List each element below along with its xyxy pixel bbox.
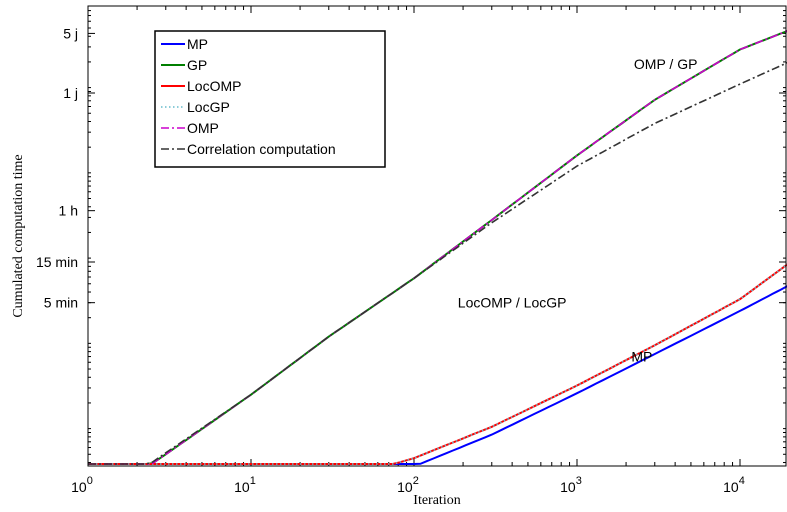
- x-tick-label: 101: [234, 475, 256, 495]
- y-tick-label: 15 min: [36, 254, 78, 270]
- x-axis-label: Iteration: [413, 493, 460, 508]
- annotations: OMP / GP LocOMP / LocGP MP: [458, 56, 698, 365]
- y-axis-label: Cumulated computation time: [11, 154, 26, 317]
- annotation-label: LocOMP / LocGP: [458, 295, 567, 311]
- x-tick-labels: 100 101 102 103 104: [71, 475, 745, 495]
- x-tick-label: 102: [397, 475, 419, 495]
- annotation-label: OMP / GP: [634, 56, 698, 72]
- x-tick-label: 100: [71, 475, 93, 495]
- legend-label: GP: [187, 57, 207, 73]
- legend-label: OMP: [187, 120, 219, 136]
- x-tick-label: 104: [723, 475, 745, 495]
- y-tick-label: 1 h: [59, 203, 78, 219]
- legend-label: LocGP: [187, 99, 230, 115]
- legend-label: LocOMP: [187, 78, 241, 94]
- y-tick-label: 5 min: [44, 295, 78, 311]
- series-line-mp: [88, 285, 787, 464]
- legend: MP GP LocOMP LocGP OMP Correlation computatio…: [155, 31, 385, 167]
- legend-label: MP: [187, 36, 208, 52]
- x-tick-label: 103: [560, 475, 582, 495]
- y-tick-labels: 5 min 15 min 1 h 1 j 5 j: [36, 25, 78, 310]
- legend-label: Correlation computation: [187, 141, 336, 157]
- y-tick-label: 5 j: [63, 25, 78, 41]
- annotation-label: MP: [631, 349, 652, 365]
- y-tick-label: 1 j: [63, 85, 78, 101]
